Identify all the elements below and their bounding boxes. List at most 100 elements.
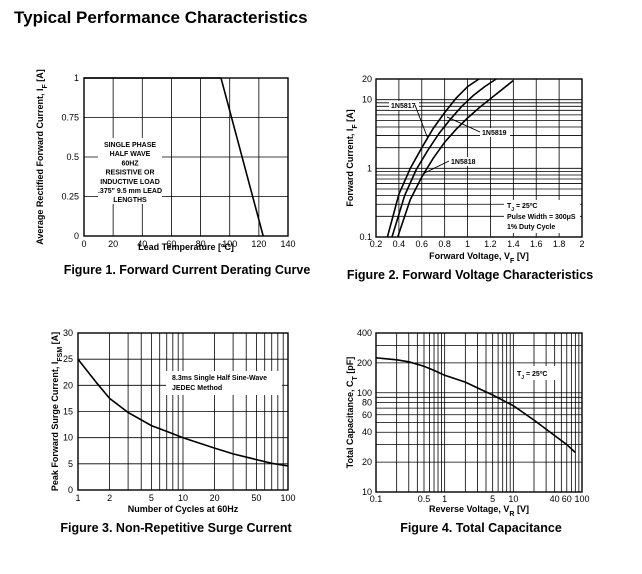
y-tick-label: 0.75	[61, 113, 79, 123]
annotation-text: SINGLE PHASE	[104, 142, 156, 149]
y-tick-label: 40	[362, 427, 372, 437]
annotation-text: 60HZ	[121, 160, 139, 167]
plot-frame	[375, 332, 583, 493]
y-tick-label: 0.1	[359, 232, 372, 242]
y-axis-label: Peak Forward Surge Current, IFSM [A]	[50, 332, 64, 491]
series-label-bg	[389, 101, 419, 110]
page-title: Typical Performance Characteristics	[14, 8, 308, 27]
x-tick-label: 80	[196, 239, 206, 249]
y-tick-label: 200	[357, 358, 372, 368]
chart-surge-current: 8.3ms Single Half Sine-Wave JEDEC Method 1…	[50, 328, 296, 535]
y-tick-label: 0	[74, 231, 79, 241]
series-label: 1N5819	[482, 130, 507, 137]
forward-voltage-curve-2	[391, 78, 497, 238]
y-tick-label: 0.5	[66, 152, 79, 162]
y-tick-label: 20	[362, 457, 372, 467]
x-tick-label: 20	[210, 493, 220, 503]
x-tick-label: 140	[280, 239, 295, 249]
figure-caption: Figure 4. Total Capacitance	[400, 521, 562, 535]
x-tick-label: 0.6	[416, 239, 429, 249]
series-leader-line	[414, 104, 428, 138]
annotation-box	[504, 200, 580, 233]
x-tick-label: 1	[442, 494, 447, 504]
y-tick-label: 60	[362, 410, 372, 420]
x-tick-label: 50	[251, 493, 261, 503]
x-tick-label: 2	[107, 493, 112, 503]
series-label-bg	[449, 157, 479, 166]
figure-caption: Figure 3. Non-Repetitive Surge Current	[60, 521, 292, 535]
x-tick-label: 0.4	[393, 239, 406, 249]
y-tick-label: 1	[74, 73, 79, 83]
y-tick-label: 10	[362, 95, 372, 105]
y-tick-label: 400	[357, 328, 372, 338]
annotation-text: TJ = 25ºC	[507, 203, 537, 213]
x-tick-label: 1.8	[553, 239, 566, 249]
annotation-text: JEDEC Method	[172, 385, 222, 392]
x-tick-label: 0.8	[438, 239, 451, 249]
x-axis-label: Number of Cycles at 60Hz	[128, 504, 239, 514]
x-tick-label: 100	[222, 239, 237, 249]
capacitance-curve	[375, 357, 576, 454]
x-tick-label: 1	[75, 493, 80, 503]
x-axis-label: Reverse Voltage, VR [V]	[429, 504, 529, 518]
y-tick-label: 0	[68, 485, 73, 495]
x-tick-label: 40	[550, 494, 560, 504]
y-tick-label: 25	[63, 354, 73, 364]
series-leader-line	[423, 160, 450, 174]
annotation-text: INDUCTIVE LOAD	[100, 179, 160, 186]
y-tick-label: 0.25	[61, 192, 79, 202]
y-tick-label: 20	[63, 380, 73, 390]
series-label: 1N5818	[451, 159, 476, 166]
forward-voltage-curve-1	[386, 78, 480, 238]
x-tick-label: 1.4	[507, 239, 520, 249]
y-tick-label: 1	[367, 163, 372, 173]
y-tick-label: 20	[362, 74, 372, 84]
annotation-text: TJ = 25ºC	[517, 371, 547, 381]
annotation-text: 1% Duty Cycle	[507, 224, 555, 231]
x-tick-label: 60	[562, 494, 572, 504]
annotation-text: 8.3ms Single Half Sine-Wave	[172, 375, 267, 382]
x-axis-label: Forward Voltage, VF [V]	[429, 251, 529, 265]
annotation-text: LENGTHS	[113, 197, 147, 204]
annotation-box	[166, 371, 282, 395]
x-tick-label: 60	[166, 239, 176, 249]
x-tick-label: 0.1	[370, 494, 383, 504]
figure-caption: Figure 2. Forward Voltage Characteristic…	[347, 268, 593, 282]
x-tick-label: 120	[251, 239, 266, 249]
x-tick-label: 2	[579, 239, 584, 249]
x-tick-label: 1	[465, 239, 470, 249]
series-label: 1N5817	[391, 103, 416, 110]
y-tick-label: 30	[63, 328, 73, 338]
annotation-box	[514, 366, 558, 380]
x-tick-label: 10	[508, 494, 518, 504]
x-tick-label: 1.2	[484, 239, 497, 249]
y-axis-label: Forward Current, IF [A]	[345, 109, 359, 206]
y-tick-label: 80	[362, 397, 372, 407]
series-label-bg	[480, 128, 510, 137]
chart-forward-current-derating: SINGLE PHASE HALF WAVE 60HZ RESISTIVE OR IND…	[35, 69, 310, 277]
x-tick-label: 1.6	[530, 239, 543, 249]
figure-caption: Figure 1. Forward Current Derating Curve	[64, 263, 311, 277]
x-tick-label: 0.2	[370, 239, 383, 249]
x-tick-label: 10	[178, 493, 188, 503]
y-tick-label: 100	[357, 388, 372, 398]
forward-voltage-curve-3	[396, 79, 514, 238]
x-tick-label: 5	[490, 494, 495, 504]
y-axis-label: Total Capacitance, CT [pF]	[345, 357, 359, 469]
x-tick-label: 40	[137, 239, 147, 249]
x-tick-label: 20	[108, 239, 118, 249]
surge-curve	[77, 358, 289, 467]
annotation-text: RESISTIVE OR	[105, 170, 154, 177]
x-tick-label: 0.5	[418, 494, 431, 504]
y-tick-label: 10	[63, 433, 73, 443]
annotation-text: .375" 9.5 mm LEAD	[98, 188, 162, 195]
annotation-text: HALF WAVE	[110, 151, 151, 158]
y-tick-label: 15	[63, 407, 73, 417]
plot-frame	[77, 332, 289, 491]
y-tick-label: 5	[68, 459, 73, 469]
y-axis-label: Average Rectified Forward Current, IF [A…	[35, 69, 49, 245]
series-leader-line	[446, 116, 481, 133]
x-tick-label: 0	[81, 239, 86, 249]
